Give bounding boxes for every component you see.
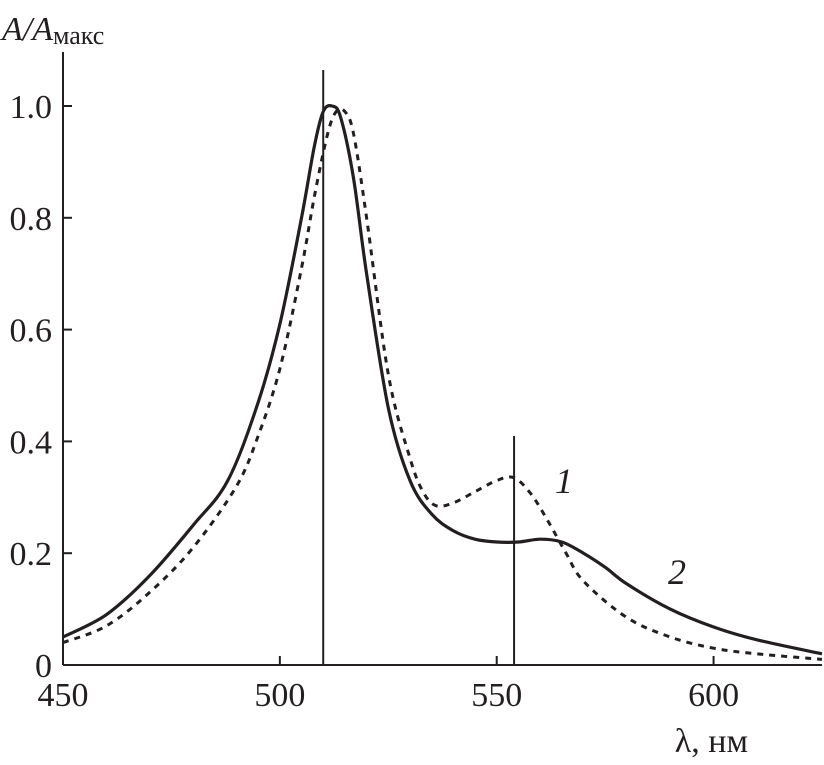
- spectrum-curves: 12: [62, 103, 823, 661]
- reference-lines: [322, 70, 516, 665]
- series-1-line: [62, 107, 823, 661]
- series-2-line: [62, 103, 823, 656]
- curve-label-2: 2: [668, 552, 686, 592]
- tick-labels: 450 500 550 600 0 0.2 0.4 0.6 0.8 1.0: [10, 89, 740, 714]
- x-tick-label: 600: [688, 677, 739, 714]
- x-tick-label: 550: [471, 677, 522, 714]
- y-tick-label: 0: [35, 648, 52, 685]
- x-tick-label: 450: [38, 677, 89, 714]
- axes: [62, 52, 822, 666]
- y-axis-title: A/Aмакс: [0, 11, 104, 50]
- x-axis-title: λ, нм: [675, 723, 748, 760]
- y-tick-label: 0.8: [10, 201, 53, 238]
- y-tick-label: 0.2: [10, 536, 53, 573]
- curve-label-1: 1: [555, 461, 573, 501]
- y-tick-label: 0.4: [10, 424, 53, 461]
- y-tick-label: 1.0: [10, 89, 53, 126]
- y-tick-label: 0.6: [10, 313, 53, 350]
- x-tick-label: 500: [254, 677, 305, 714]
